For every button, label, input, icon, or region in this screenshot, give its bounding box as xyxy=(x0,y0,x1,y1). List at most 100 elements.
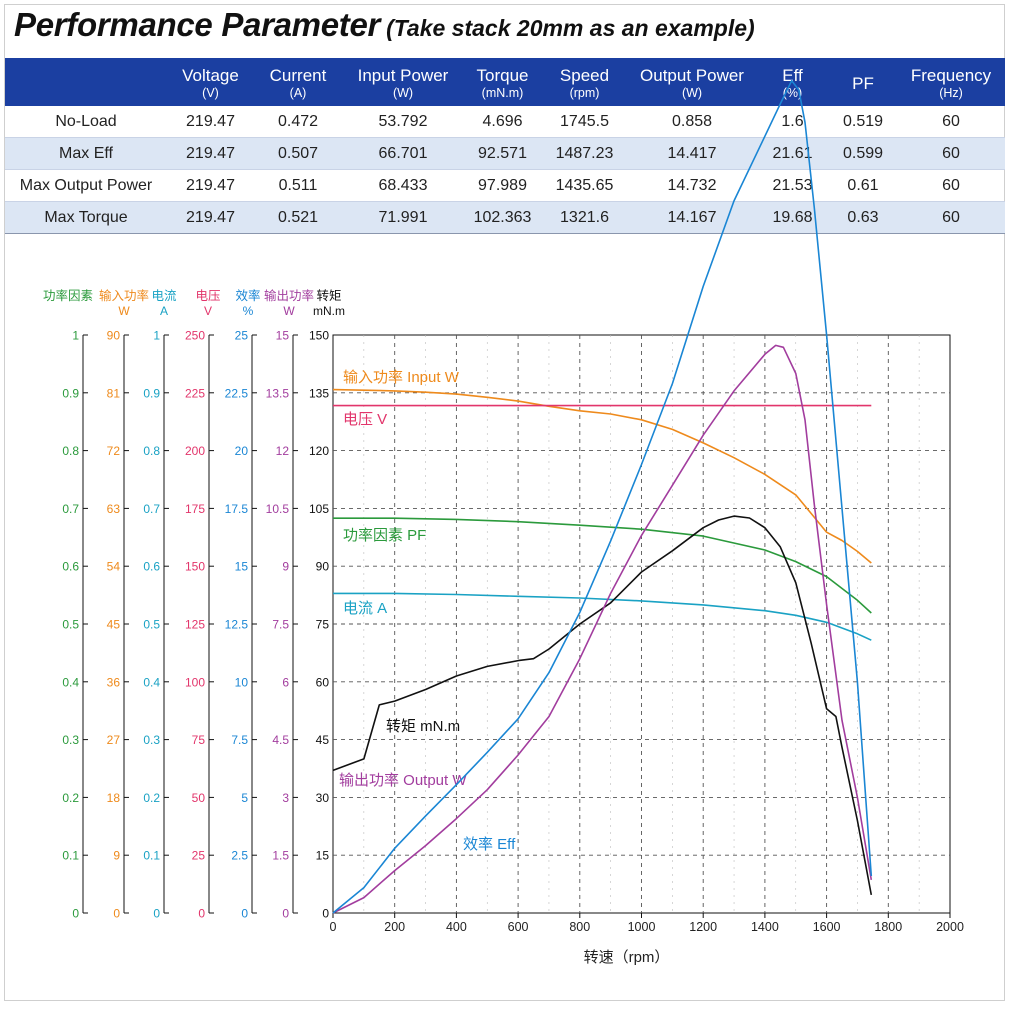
table-cell: 60 xyxy=(897,201,1005,234)
y-tick-label-torque: 60 xyxy=(316,675,330,689)
y-axis-unit-current: A xyxy=(160,304,168,318)
x-tick-label: 2000 xyxy=(936,920,964,934)
table-cell: 219.47 xyxy=(167,137,254,170)
y-tick-label-pf: 0 xyxy=(72,907,79,921)
table-cell: 102.363 xyxy=(464,201,541,234)
table-cell: 21.61 xyxy=(756,137,829,170)
column-name: PF xyxy=(852,73,874,93)
y-tick-label-input: 54 xyxy=(107,560,121,574)
series-line-current xyxy=(333,592,872,641)
table-row: No-Load 219.47 0.472 53.792 4.696 1745.5… xyxy=(5,106,1005,138)
x-tick-label: 800 xyxy=(569,920,590,934)
y-tick-label-voltage: 200 xyxy=(185,444,205,458)
table-cell: Max Output Power xyxy=(5,169,167,202)
y-tick-label-input: 0 xyxy=(113,907,120,921)
y-tick-label-output: 4.5 xyxy=(272,733,289,747)
x-tick-label: 1600 xyxy=(813,920,841,934)
y-tick-label-eff: 17.5 xyxy=(225,502,249,516)
y-tick-label-current: 1 xyxy=(153,329,160,343)
y-axis-unit-output: W xyxy=(283,304,295,318)
x-axis-label: 转速（rpm） xyxy=(584,949,670,966)
x-tick-label: 1000 xyxy=(628,920,656,934)
y-tick-label-pf: 0.3 xyxy=(62,733,79,747)
y-tick-label-output: 9 xyxy=(282,560,289,574)
y-tick-label-output: 12 xyxy=(276,444,290,458)
frame xyxy=(4,4,1005,1001)
y-tick-label-output: 1.5 xyxy=(272,849,289,863)
y-tick-label-torque: 30 xyxy=(316,791,330,805)
y-tick-label-current: 0.1 xyxy=(143,849,160,863)
title-main: Performance Parameter xyxy=(14,6,381,43)
y-tick-label-pf: 0.7 xyxy=(62,502,79,516)
table-cell: 0.858 xyxy=(628,106,756,138)
x-tick-label: 1800 xyxy=(874,920,902,934)
column-unit: (A) xyxy=(289,85,307,100)
x-tick-label: 1400 xyxy=(751,920,779,934)
table-cell: 97.989 xyxy=(464,169,541,202)
table-cell: 60 xyxy=(897,137,1005,170)
y-tick-label-torque: 150 xyxy=(309,329,329,343)
table-cell: 4.696 xyxy=(464,106,541,138)
y-axis-title-torque: 转矩 xyxy=(316,288,341,303)
column-name: Current xyxy=(269,65,327,85)
y-tick-label-eff: 10 xyxy=(235,675,249,689)
y-tick-label-voltage: 0 xyxy=(198,907,205,921)
y-tick-label-output: 15 xyxy=(276,329,290,343)
title-subtitle: (Take stack 20mm as an example) xyxy=(386,15,755,41)
table-cell: 1487.23 xyxy=(541,137,628,170)
y-tick-label-pf: 0.6 xyxy=(62,560,79,574)
table-cell: 71.991 xyxy=(342,201,464,234)
y-tick-label-voltage: 175 xyxy=(185,502,205,516)
table-cell: Max Torque xyxy=(5,201,167,234)
table-header-cell: Speed (rpm) xyxy=(541,58,628,106)
x-tick-label: 1200 xyxy=(689,920,717,934)
y-tick-label-current: 0.2 xyxy=(143,791,160,805)
series-label-input: 输入功率 Input W xyxy=(343,369,460,386)
table-cell: Max Eff xyxy=(5,137,167,170)
y-tick-label-eff: 15 xyxy=(235,560,249,574)
y-tick-label-torque: 0 xyxy=(322,907,329,921)
y-tick-label-input: 9 xyxy=(113,849,120,863)
table-cell: 0.599 xyxy=(829,137,897,170)
table-header-cell: Frequency (Hz) xyxy=(897,58,1005,106)
table-cell: 1745.5 xyxy=(541,106,628,138)
table-row: Max Output Power 219.47 0.511 68.433 97.… xyxy=(5,169,1005,202)
series-label-pf: 功率因素 PF xyxy=(343,527,426,544)
series-line-eff xyxy=(332,79,873,914)
table-cell: 1321.6 xyxy=(541,201,628,234)
column-name: Eff xyxy=(782,65,803,85)
series-label-current: 电流 A xyxy=(343,600,387,617)
y-tick-label-pf: 0.5 xyxy=(62,618,79,632)
y-tick-label-input: 45 xyxy=(107,618,121,632)
y-tick-label-eff: 0 xyxy=(241,907,248,921)
table-cell: 60 xyxy=(897,169,1005,202)
y-tick-label-input: 81 xyxy=(107,386,121,400)
y-axis-unit-voltage: V xyxy=(204,304,212,318)
y-tick-label-eff: 12.5 xyxy=(225,618,249,632)
y-tick-label-torque: 75 xyxy=(316,618,330,632)
x-tick-label: 0 xyxy=(330,920,337,934)
table-cell: 0.511 xyxy=(254,169,342,202)
y-axis-title-pf: 功率因素 xyxy=(43,288,93,303)
y-tick-label-current: 0 xyxy=(153,907,160,921)
series-label-output: 输出功率 Output W xyxy=(339,772,467,789)
table-header-cell: PF xyxy=(829,58,897,106)
y-tick-label-current: 0.7 xyxy=(143,502,160,516)
x-tick-label: 400 xyxy=(446,920,467,934)
y-tick-label-output: 3 xyxy=(282,791,289,805)
y-tick-label-eff: 22.5 xyxy=(225,386,249,400)
y-tick-label-output: 0 xyxy=(282,907,289,921)
series-line-torque xyxy=(332,515,873,896)
y-tick-label-pf: 0.8 xyxy=(62,444,79,458)
series-label-eff: 效率 Eff xyxy=(463,836,516,853)
column-unit: (mN.m) xyxy=(481,85,524,100)
y-axis-title-voltage: 电压 xyxy=(195,289,220,303)
table-cell: 68.433 xyxy=(342,169,464,202)
y-axis-title-eff: 效率 xyxy=(235,288,260,303)
y-tick-label-output: 13.5 xyxy=(266,386,290,400)
y-tick-label-torque: 15 xyxy=(316,849,330,863)
table-cell: 21.53 xyxy=(756,169,829,202)
y-tick-label-input: 72 xyxy=(107,444,121,458)
table-header-cell: Voltage (V) xyxy=(167,58,254,106)
